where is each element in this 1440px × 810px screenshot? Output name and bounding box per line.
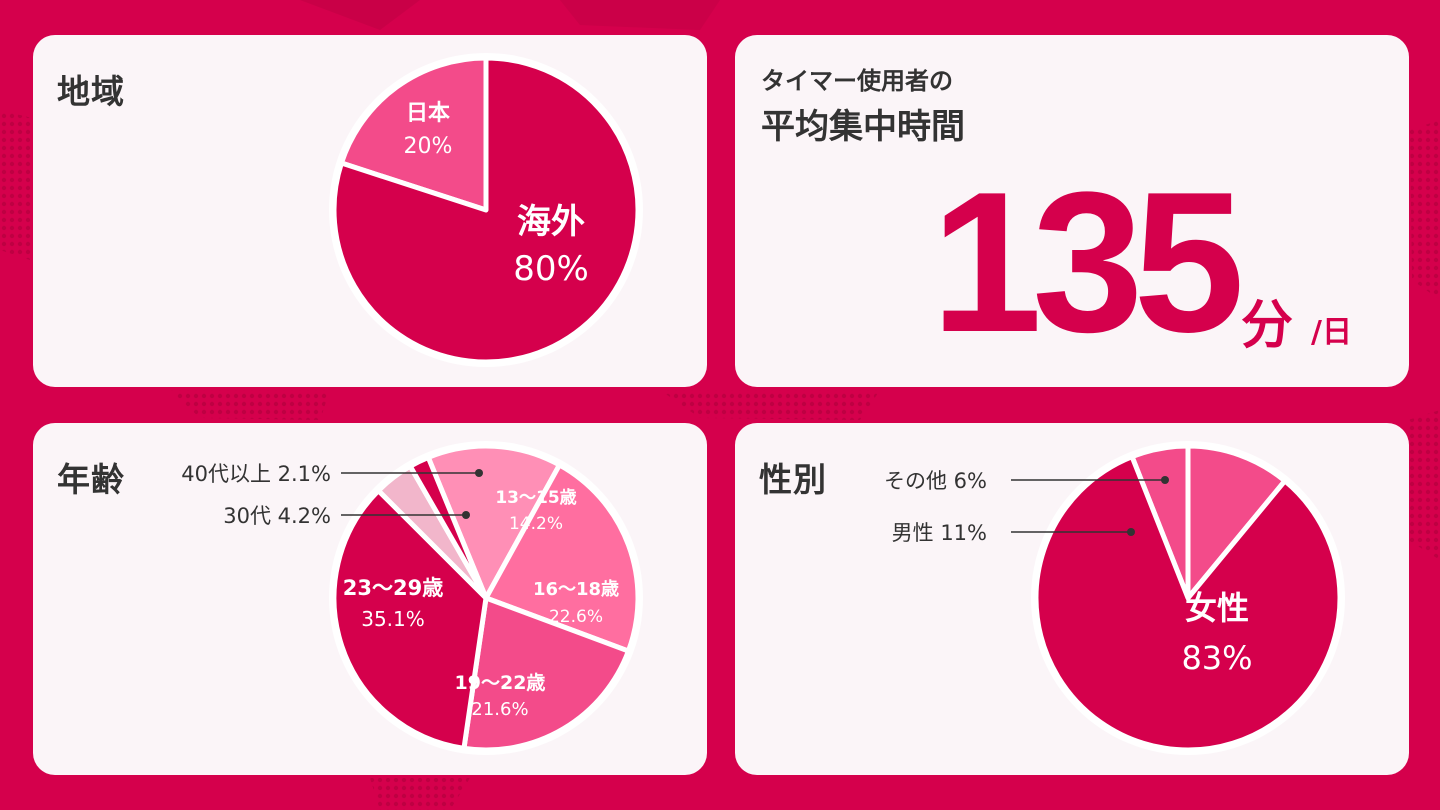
- pie-slice-3: [461, 595, 631, 753]
- avg-time-title: 平均集中時間: [761, 107, 965, 147]
- avg-time-subtitle: タイマー使用者の: [761, 67, 953, 95]
- slice-percent-1: 14.2%: [509, 514, 563, 534]
- region-pie-chart: 日本 20% 海外 80%: [329, 53, 643, 367]
- gender-title: 性別: [759, 460, 827, 499]
- avg-time-value: 135: [931, 151, 1245, 374]
- slice-percent-3: 83%: [1181, 639, 1252, 677]
- slice-percent-2: 80%: [513, 249, 589, 289]
- slice-label-1: 日本: [406, 101, 450, 126]
- slice-label-3: 女性: [1185, 589, 1249, 627]
- age-title: 年齢: [57, 460, 125, 499]
- avg-time-card: タイマー使用者の 平均集中時間 135 分 /日: [735, 35, 1409, 387]
- callout-dot: [475, 469, 483, 477]
- gender-pie-chart: 女性 83% その他 6% 男性 11%: [884, 441, 1345, 755]
- pie-slice-2: [1185, 443, 1288, 601]
- pie-slice-2: [483, 462, 641, 654]
- slice-percent-2: 22.6%: [549, 607, 603, 627]
- avg-time-unit: 分: [1241, 296, 1294, 356]
- age-pie-chart: 13〜15歳 14.2% 16〜18歳 22.6% 19〜22歳 21.6% 23〜29歳 3…: [181, 441, 643, 755]
- age-card: 年齢 13〜15歳 14.2% 16〜18歳 22.6% 19〜22歳 21.6% 23〜2…: [33, 423, 707, 775]
- callout-dot: [462, 511, 470, 519]
- slice-label-3: 19〜22歳: [455, 672, 546, 694]
- callout-dot: [1161, 476, 1169, 484]
- slice-percent-3: 21.6%: [471, 699, 528, 720]
- gender-card: 性別 女性 83% その他 6% 男性 11%: [735, 423, 1409, 775]
- slice-percent-4: 35.1%: [361, 607, 425, 631]
- pie-slice-3: [1033, 454, 1343, 753]
- slice-label-2: 海外: [517, 202, 585, 242]
- slice-percent-1: 20%: [404, 134, 453, 159]
- pie-slice-2: [331, 55, 641, 365]
- region-card: 地域 日本 20% 海外 80%: [33, 35, 707, 387]
- slice-label-1: 13〜15歳: [495, 487, 576, 508]
- pie-slice-4: [331, 488, 489, 751]
- pie-slice-6: [407, 454, 489, 601]
- pie-slice-1: [338, 55, 489, 213]
- region-title: 地域: [57, 72, 125, 111]
- callout-dot: [1127, 528, 1135, 536]
- callout-label-2: 男性 11%: [892, 521, 987, 545]
- callout-label-6: 40代以上 2.1%: [181, 462, 331, 486]
- pie-slice-1: [425, 443, 562, 601]
- slice-label-4: 23〜29歳: [343, 576, 443, 600]
- slice-label-2: 16〜18歳: [533, 579, 619, 600]
- callout-label-1: その他 6%: [884, 469, 987, 493]
- callout-label-5: 30代 4.2%: [223, 504, 331, 528]
- avg-time-per: /日: [1311, 315, 1352, 350]
